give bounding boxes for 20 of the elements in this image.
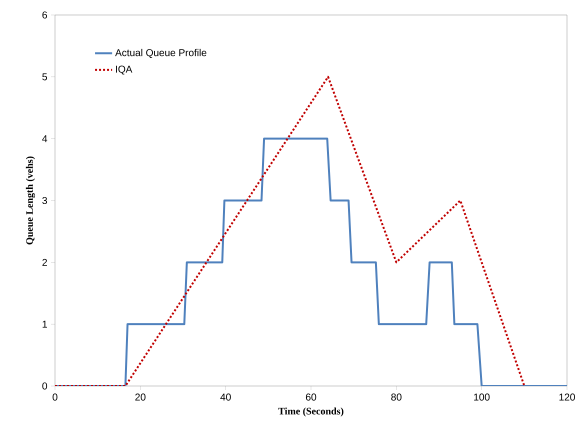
y-tick-label: 2 — [42, 258, 47, 266]
x-tick-label: 120 — [559, 394, 575, 401]
x-tick-label: 80 — [391, 394, 402, 401]
y-tick-label: 6 — [42, 11, 48, 19]
x-axis-title: Time (Seconds) — [278, 407, 344, 417]
legend-label: IQA — [116, 66, 132, 75]
y-axis-title: Queue Length (vehs) — [26, 156, 36, 244]
x-tick-label: 100 — [474, 394, 490, 401]
y-tick-label: 0 — [42, 382, 48, 390]
x-tick-label: 40 — [220, 394, 231, 401]
x-tick-label: 20 — [135, 394, 146, 401]
line-series — [55, 76, 526, 386]
x-tick-label: 60 — [306, 394, 316, 401]
y-tick-label: 1 — [42, 320, 47, 328]
y-tick-label: 5 — [42, 73, 48, 80]
legend-label: Actual Queue Profile — [115, 48, 206, 58]
line-series — [55, 138, 568, 386]
x-tick-label: 0 — [52, 394, 58, 401]
y-tick-label: 4 — [42, 135, 48, 142]
y-tick-label: 3 — [42, 196, 48, 204]
